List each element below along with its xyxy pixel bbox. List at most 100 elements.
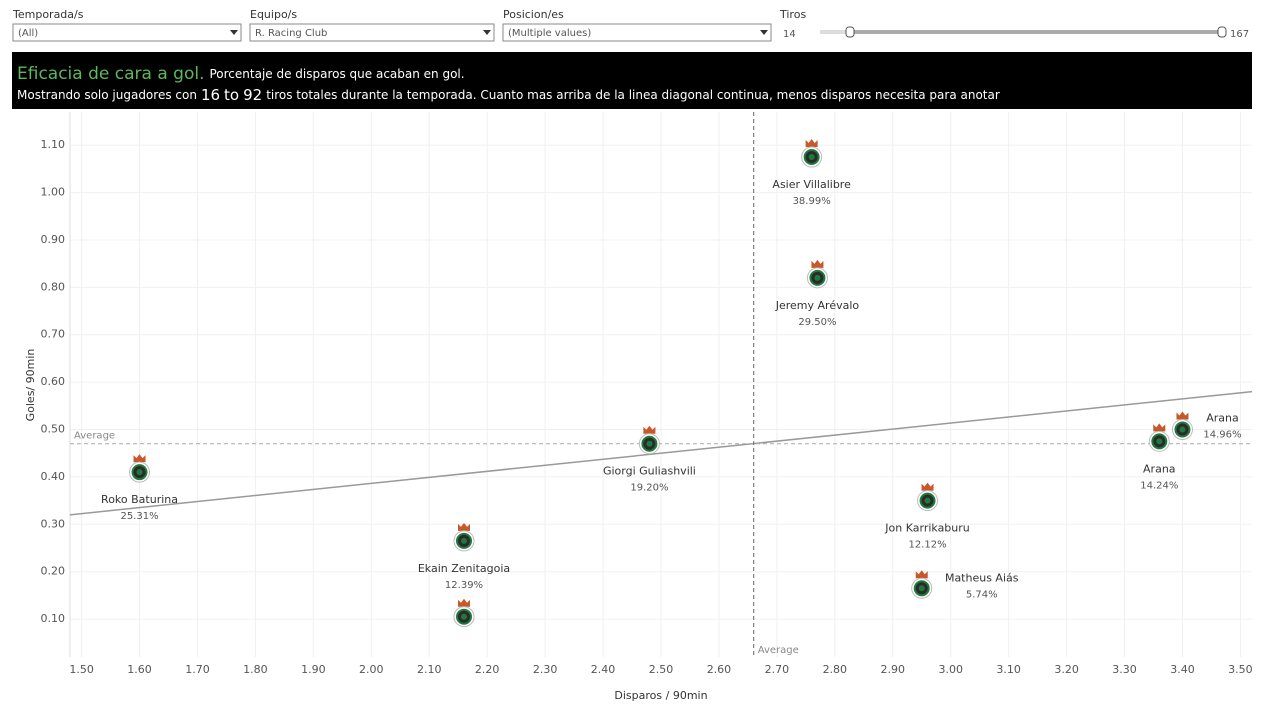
point-value: 14.24%: [1140, 480, 1178, 491]
filter-value: (Multiple values): [508, 28, 591, 39]
x-tick-label: 2.10: [417, 663, 442, 676]
x-tick-label: 2.90: [881, 663, 906, 676]
slider-min: 14: [783, 29, 796, 40]
player-marker: [1171, 411, 1193, 441]
y-tick-label: 0.50: [41, 423, 66, 436]
banner-line: Mostrando solo jugadores con 16 to 92 tiros …: [17, 86, 1000, 104]
y-tick-label: 0.90: [41, 233, 66, 246]
filter-dropdown[interactable]: [249, 23, 495, 42]
badge-crown: [1176, 411, 1189, 420]
filters: Temporada/s (All) Equipo/s R. Racing Clu…: [12, 8, 1249, 42]
player-marker: [917, 482, 939, 512]
text: tiros totales durante la temporada. Cuan…: [266, 88, 1000, 102]
player-marker: [638, 425, 660, 455]
y-axis-title: Goles/ 90min: [24, 349, 37, 422]
x-tick-label: 2.70: [765, 663, 790, 676]
point-label: Roko Baturina: [101, 493, 178, 506]
badge-center: [646, 440, 653, 447]
badge-crown: [458, 522, 470, 531]
player-marker: [129, 454, 151, 483]
title: Eficacia de cara a gol.: [17, 64, 204, 84]
filter-dropdown[interactable]: [12, 23, 242, 42]
subtitle: Porcentaje de disparos que acaban en gol…: [209, 67, 464, 81]
slider-max: 167: [1230, 29, 1249, 40]
point-label: Matheus Aiás: [945, 571, 1019, 584]
x-tick-label: 1.50: [69, 663, 94, 676]
point-value: 25.31%: [120, 511, 158, 522]
text: Mostrando solo jugadores con: [17, 88, 197, 102]
x-tick-label: 1.60: [127, 663, 152, 676]
filter-label: Posicion/es: [503, 8, 564, 21]
point-label: Ekain Zenitagoia: [418, 562, 510, 575]
dropdown-arrow: [230, 30, 238, 35]
y-tick-label: 0.80: [41, 280, 66, 293]
x-tick-label: 2.40: [591, 663, 616, 676]
badge-crown: [643, 425, 656, 434]
badge-center: [1179, 426, 1186, 433]
point-label: Arana: [1143, 462, 1176, 475]
x-tick-label: 3.00: [938, 663, 963, 676]
player-marker: [1148, 423, 1170, 452]
range-low: 16: [201, 86, 220, 104]
x-tick-label: 3.20: [1054, 663, 1079, 676]
x-tick-label: 2.20: [475, 663, 500, 676]
point-value: 14.96%: [1203, 430, 1241, 441]
point-value: 12.39%: [445, 580, 483, 591]
badge-crown: [915, 570, 928, 579]
x-tick-label: 2.00: [359, 663, 384, 676]
y-tick-label: 0.30: [41, 517, 66, 530]
badge-crown: [811, 259, 824, 268]
badge-center: [136, 469, 143, 476]
point-value: 29.50%: [798, 317, 836, 328]
banner: [12, 52, 1252, 109]
slider-handle[interactable]: [1217, 26, 1227, 38]
y-tick-label: 0.10: [41, 612, 66, 625]
badge-center: [461, 537, 467, 544]
player-marker: [911, 570, 933, 599]
x-tick-label: 2.80: [823, 663, 848, 676]
y-tick-label: 0.20: [41, 565, 66, 578]
badge-crown: [1153, 423, 1166, 432]
average-label: Average: [758, 645, 799, 656]
y-tick-label: 0.60: [41, 375, 66, 388]
badge-center: [918, 585, 925, 592]
dropdown-arrow: [483, 30, 491, 35]
x-tick-label: 2.50: [649, 663, 674, 676]
badge-center: [461, 613, 467, 620]
range-sep: to: [224, 86, 239, 104]
x-tick-label: 1.80: [243, 663, 268, 676]
range-high: 92: [243, 86, 262, 104]
badge-crown: [133, 454, 146, 463]
point-label: Asier Villalibre: [772, 178, 851, 191]
filter-dropdown[interactable]: [502, 23, 772, 42]
point-label: Arana: [1206, 412, 1239, 425]
filter-label: Temporada/s: [12, 8, 84, 21]
badge-center: [924, 497, 931, 504]
badge-crown: [458, 598, 470, 607]
y-tick-label: 1.00: [41, 186, 66, 199]
badge-center: [808, 154, 815, 161]
banner-title: Eficacia de cara a gol. Porcentaje de dis…: [17, 64, 465, 84]
slider-label: Tiros: [779, 8, 806, 21]
point-label: Jeremy Arévalo: [775, 299, 860, 312]
x-tick-label: 1.90: [301, 663, 326, 676]
x-axis-title: Disparos / 90min: [614, 689, 707, 702]
badge-crown: [805, 139, 818, 148]
point-label: Jon Karrikaburu: [884, 522, 969, 535]
point-value: 12.12%: [908, 540, 946, 551]
x-tick-label: 3.30: [1112, 663, 1137, 676]
filter-value: R. Racing Club: [255, 28, 327, 39]
y-tick-label: 0.40: [41, 470, 66, 483]
player-marker: [801, 139, 823, 168]
trend-line: [69, 390, 1253, 516]
x-tick-label: 2.30: [533, 663, 558, 676]
point-label: Giorgi Guliashvili: [603, 465, 696, 478]
player-marker: [453, 598, 475, 628]
x-tick-label: 2.60: [707, 663, 732, 676]
player-marker: [453, 522, 475, 552]
filter-label: Equipo/s: [250, 8, 297, 21]
slider-handle[interactable]: [845, 26, 855, 38]
average-label: Average: [74, 431, 115, 442]
